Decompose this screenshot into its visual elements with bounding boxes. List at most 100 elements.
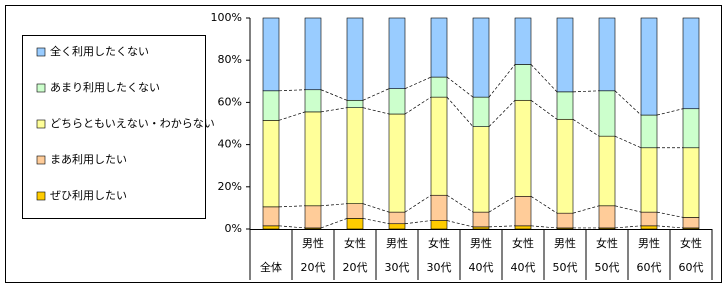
- series-connector: [278, 111, 306, 121]
- bar-segment: [388, 211, 406, 225]
- bar-segment: [514, 64, 532, 101]
- bar-segment: [472, 17, 490, 98]
- bar-segment: [472, 211, 490, 228]
- x-tick-label: 20代: [343, 261, 368, 274]
- bar-segment: [262, 225, 280, 230]
- bar-segment: [430, 220, 448, 230]
- bar-segment: [346, 99, 364, 108]
- series-connector: [320, 203, 348, 207]
- y-tick-label: 60%: [218, 95, 242, 108]
- y-tick-label: 80%: [218, 53, 242, 66]
- series-connector: [278, 225, 306, 229]
- bar-segment: [430, 194, 448, 221]
- series-connector: [572, 90, 600, 93]
- bar-segment: [430, 96, 448, 196]
- bar-segment: [262, 17, 280, 92]
- x-tick-label: 女性: [428, 236, 450, 250]
- x-tick-label: 50代: [553, 261, 578, 274]
- bar-segment: [472, 96, 490, 127]
- x-tick-label: 男性: [638, 236, 660, 250]
- x-tick-label: 50代: [595, 261, 620, 274]
- legend-label: 全く利用したくない: [50, 44, 149, 58]
- x-tick-label: 女性: [344, 236, 366, 250]
- bar-segment: [388, 17, 406, 89]
- bar-segment: [640, 17, 658, 116]
- series-connector: [656, 225, 684, 229]
- series-connector: [446, 194, 474, 213]
- series-connector: [446, 76, 474, 98]
- bar-segment: [430, 76, 448, 98]
- bar-segment: [346, 218, 364, 230]
- x-tick-label: 60代: [679, 261, 704, 274]
- bar-segment: [514, 17, 532, 65]
- bar-segment: [262, 206, 280, 227]
- bar-segment: [388, 113, 406, 213]
- bar-segment: [304, 111, 322, 207]
- x-tick-label: 60代: [637, 261, 662, 274]
- series-connector: [404, 194, 432, 213]
- series-connector: [530, 64, 558, 93]
- legend-box: [22, 35, 206, 219]
- x-tick-label: 40代: [511, 261, 536, 274]
- x-tick-label: 男性: [302, 236, 324, 250]
- legend-label: あまり利用したくない: [50, 81, 160, 94]
- bar-segment: [682, 217, 700, 229]
- x-tick-label: 30代: [427, 261, 452, 274]
- series-connector: [572, 205, 600, 214]
- series-connector: [530, 196, 558, 214]
- bar-segment: [556, 17, 574, 93]
- legend-label: ぜひ利用したい: [50, 189, 127, 202]
- series-connector: [362, 218, 390, 225]
- bar-segment: [556, 212, 574, 229]
- bar-segment: [430, 17, 448, 78]
- bar-segment: [640, 114, 658, 149]
- bar-segment: [598, 135, 616, 207]
- series-connector: [446, 96, 474, 127]
- series-connector: [488, 100, 516, 127]
- y-tick-label: 20%: [218, 180, 242, 193]
- legend-swatch: [36, 191, 46, 201]
- bar-segment: [598, 90, 616, 137]
- series-connector: [656, 108, 684, 116]
- bar-segment: [514, 195, 532, 227]
- bar-segment: [640, 147, 658, 213]
- bar-segment: [514, 225, 532, 230]
- x-tick-label: 20代: [301, 261, 326, 274]
- y-tick-label: 100%: [211, 11, 242, 24]
- bar-segment: [304, 89, 322, 113]
- bar-segment: [346, 17, 364, 101]
- series-connector: [404, 96, 432, 115]
- bar-segment: [472, 126, 490, 213]
- bar-segment: [304, 205, 322, 229]
- x-tick-label: 男性: [386, 236, 408, 250]
- bar-segment: [472, 226, 490, 230]
- bar-segment: [262, 90, 280, 121]
- series-connector: [320, 107, 348, 113]
- bar-segment: [556, 91, 574, 120]
- x-tick-label: 男性: [554, 236, 576, 250]
- series-connector: [488, 64, 516, 98]
- x-tick-label: 全体: [260, 260, 282, 274]
- series-connector: [614, 90, 642, 116]
- x-tick-label: 30代: [385, 261, 410, 274]
- legend-label: どちらともいえない・わからない: [50, 117, 215, 130]
- x-tick-label: 男性: [470, 236, 492, 250]
- bar-segment: [682, 147, 700, 218]
- bar-segment: [640, 225, 658, 230]
- legend-label: まあ利用したい: [50, 153, 127, 166]
- series-connector: [530, 225, 558, 229]
- bar-segment: [682, 17, 700, 110]
- x-tick-label: 40代: [469, 261, 494, 274]
- legend-swatch: [36, 47, 46, 57]
- y-tick-label: 0%: [225, 222, 242, 235]
- bar-segment: [598, 17, 616, 92]
- legend-swatch: [36, 119, 46, 129]
- series-connector: [446, 220, 474, 228]
- bar-segment: [346, 107, 364, 204]
- series-connector: [278, 89, 306, 92]
- bar-segment: [346, 203, 364, 219]
- bar-segment: [262, 120, 280, 208]
- series-connector: [530, 100, 558, 120]
- bar-segment: [598, 205, 616, 229]
